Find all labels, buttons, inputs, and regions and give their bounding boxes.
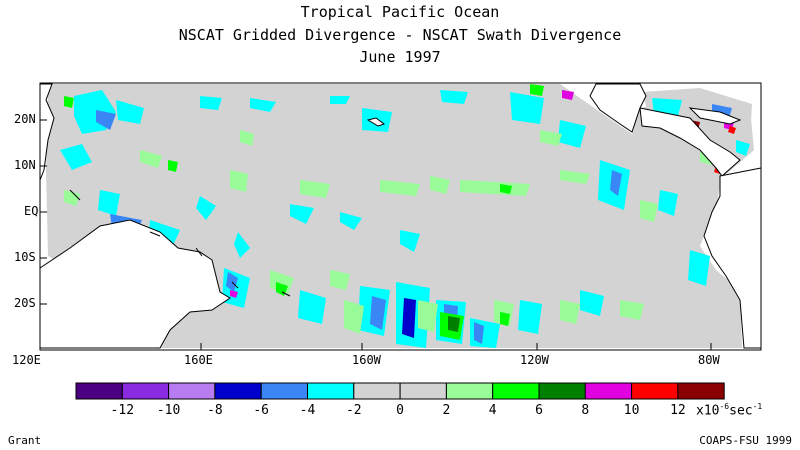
colorbar-tick-label: 8: [581, 403, 590, 418]
colorbar-swatch: [584, 382, 633, 400]
colorbar-swatch: [307, 382, 355, 400]
colorbar-tick-label: 4: [488, 403, 497, 418]
colorbar-tick-label: -10: [156, 403, 181, 418]
footer-credit: COAPS-FSU 1999: [699, 434, 792, 447]
colorbar-tick-label: -12: [110, 403, 135, 418]
colorbar-swatch: [538, 382, 586, 400]
lon-label-160w: 160W: [352, 353, 381, 367]
colorbar-tick-label: 6: [535, 403, 543, 418]
colorbar-tick-label: 2: [442, 403, 451, 418]
colorbar-swatch: [445, 382, 494, 400]
hawaii: [366, 117, 386, 127]
colorbar-swatch: [214, 382, 262, 400]
colorbar-swatch: [677, 382, 725, 400]
unit-suffix: sec: [729, 403, 753, 419]
lat-label-10s: 10S: [14, 250, 36, 264]
colorbar-tick-label: -2: [345, 403, 362, 418]
colorbar-swatch: [260, 382, 309, 400]
colorbar-swatch: [121, 382, 170, 400]
title-line-1: Tropical Pacific Ocean: [300, 3, 500, 21]
coastlines: [39, 83, 762, 349]
title-line-3: June 1997: [359, 48, 441, 66]
colorbar-swatch: [168, 382, 216, 400]
lat-label-eq: EQ: [24, 204, 39, 218]
colorbar-swatch: [492, 382, 540, 400]
north-america: [589, 83, 647, 133]
colorbar-tick-label: 0: [396, 403, 404, 418]
colorbar-swatch: [399, 382, 447, 400]
south-america: [703, 167, 762, 349]
colorbar-tick-label: -6: [253, 403, 270, 418]
unit-exponent: -6: [719, 402, 730, 411]
colorbar-tick-label: 10: [623, 403, 640, 418]
colorbar-tick-label: 12: [670, 403, 686, 418]
cuba-island: [688, 107, 742, 125]
ocean-field: [46, 84, 754, 348]
colorbar-swatch: [75, 382, 123, 400]
colorbar-swatch: [631, 382, 679, 400]
islands: [69, 189, 291, 297]
unit-suffix-exponent: -1: [752, 402, 763, 411]
asia-coast: [39, 83, 55, 181]
lat-label-10n: 10N: [14, 158, 36, 172]
title-line-2: NSCAT Gridded Divergence - NSCAT Swath D…: [178, 26, 622, 44]
lon-label-120w: 120W: [520, 353, 549, 367]
lat-label-20s: 20S: [14, 296, 36, 310]
axis-ticks: [39, 119, 712, 350]
colorbar-tick-label: -8: [207, 403, 223, 418]
colorbar-unit: x10-6sec-1: [696, 402, 762, 418]
australia-new-guinea: [39, 219, 231, 349]
colorbar-swatch: [353, 382, 401, 400]
lon-label-160e: 160E: [184, 353, 213, 367]
footer-author: Grant: [8, 434, 42, 447]
colorbar-tick-label: -4: [299, 403, 316, 418]
colorbar: [75, 382, 725, 400]
unit-prefix: x10: [696, 403, 720, 419]
lon-label-80w: 80W: [698, 353, 720, 367]
anomaly-patches: [60, 84, 750, 348]
lat-label-20n: 20N: [14, 112, 36, 126]
lon-label-120e: 120E: [12, 353, 41, 367]
